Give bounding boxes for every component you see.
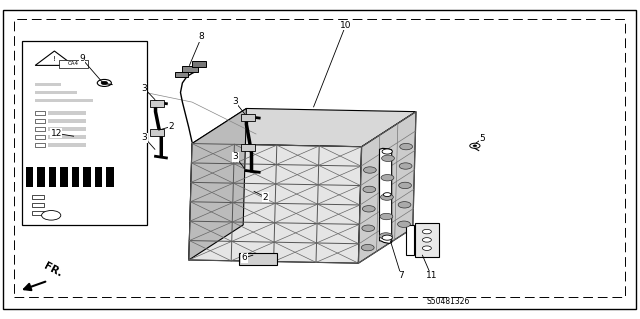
Text: 2: 2 — [169, 122, 174, 131]
Bar — [32, 195, 44, 199]
Circle shape — [422, 238, 431, 242]
Text: FR.: FR. — [42, 261, 63, 279]
Bar — [37, 167, 45, 187]
Text: 3: 3 — [232, 97, 237, 106]
Text: 11: 11 — [426, 271, 437, 280]
Circle shape — [400, 144, 413, 150]
Text: 5: 5 — [480, 134, 485, 143]
Bar — [106, 167, 114, 187]
Text: 3: 3 — [142, 133, 147, 142]
Circle shape — [363, 186, 376, 193]
Text: 8: 8 — [199, 32, 204, 41]
Bar — [150, 129, 164, 136]
Bar — [48, 135, 86, 139]
Circle shape — [473, 145, 477, 147]
Circle shape — [399, 182, 412, 189]
Text: 9: 9 — [79, 54, 84, 63]
Circle shape — [364, 167, 376, 173]
Text: 6: 6 — [242, 253, 247, 262]
Bar — [35, 99, 93, 102]
Text: !: ! — [53, 56, 56, 62]
Bar — [175, 72, 188, 77]
Circle shape — [362, 225, 374, 231]
Bar — [48, 127, 86, 131]
Circle shape — [362, 206, 375, 212]
Bar — [239, 253, 277, 265]
Circle shape — [381, 174, 394, 181]
Circle shape — [42, 211, 61, 220]
Polygon shape — [358, 112, 416, 263]
Bar — [182, 66, 198, 72]
Bar — [48, 111, 86, 115]
Circle shape — [383, 193, 391, 197]
Bar — [35, 83, 61, 86]
Bar — [35, 111, 45, 115]
Circle shape — [362, 244, 374, 251]
Text: S50481326: S50481326 — [426, 297, 470, 306]
Circle shape — [397, 221, 410, 227]
Circle shape — [470, 143, 480, 148]
Polygon shape — [189, 144, 362, 263]
Circle shape — [399, 163, 412, 169]
Text: 2: 2 — [263, 193, 268, 202]
Bar — [14, 19, 625, 297]
Circle shape — [380, 233, 392, 239]
Bar — [95, 167, 102, 187]
Bar — [49, 167, 56, 187]
Bar — [72, 167, 79, 187]
Bar — [83, 167, 91, 187]
Circle shape — [101, 81, 108, 85]
Bar — [32, 203, 44, 207]
Bar — [22, 41, 147, 225]
Bar — [241, 114, 255, 121]
Circle shape — [97, 79, 111, 86]
Text: 12: 12 — [51, 129, 62, 138]
Bar — [35, 91, 77, 94]
Circle shape — [422, 246, 431, 250]
Bar — [35, 119, 45, 123]
Bar — [35, 135, 45, 139]
Bar — [406, 225, 414, 255]
Text: 7: 7 — [399, 271, 404, 280]
Bar — [35, 127, 45, 131]
Bar — [48, 143, 86, 147]
Circle shape — [398, 202, 411, 208]
Circle shape — [382, 235, 392, 240]
Circle shape — [380, 213, 393, 220]
Bar — [59, 60, 88, 68]
Circle shape — [382, 149, 392, 154]
Bar — [26, 167, 33, 187]
Bar — [35, 143, 45, 147]
Polygon shape — [380, 148, 392, 243]
Polygon shape — [192, 108, 416, 147]
Circle shape — [422, 229, 431, 234]
Bar — [48, 119, 86, 123]
Polygon shape — [189, 108, 246, 260]
Text: 10: 10 — [340, 21, 351, 30]
Circle shape — [381, 155, 394, 161]
Bar — [32, 211, 44, 215]
Bar — [192, 61, 206, 67]
Text: 3: 3 — [233, 152, 238, 161]
Bar — [60, 167, 68, 187]
Bar — [150, 100, 164, 107]
Text: 3: 3 — [141, 84, 147, 93]
Bar — [415, 223, 439, 257]
Circle shape — [381, 194, 394, 200]
Bar — [241, 144, 255, 151]
Text: CA4: CA4 — [67, 61, 79, 66]
